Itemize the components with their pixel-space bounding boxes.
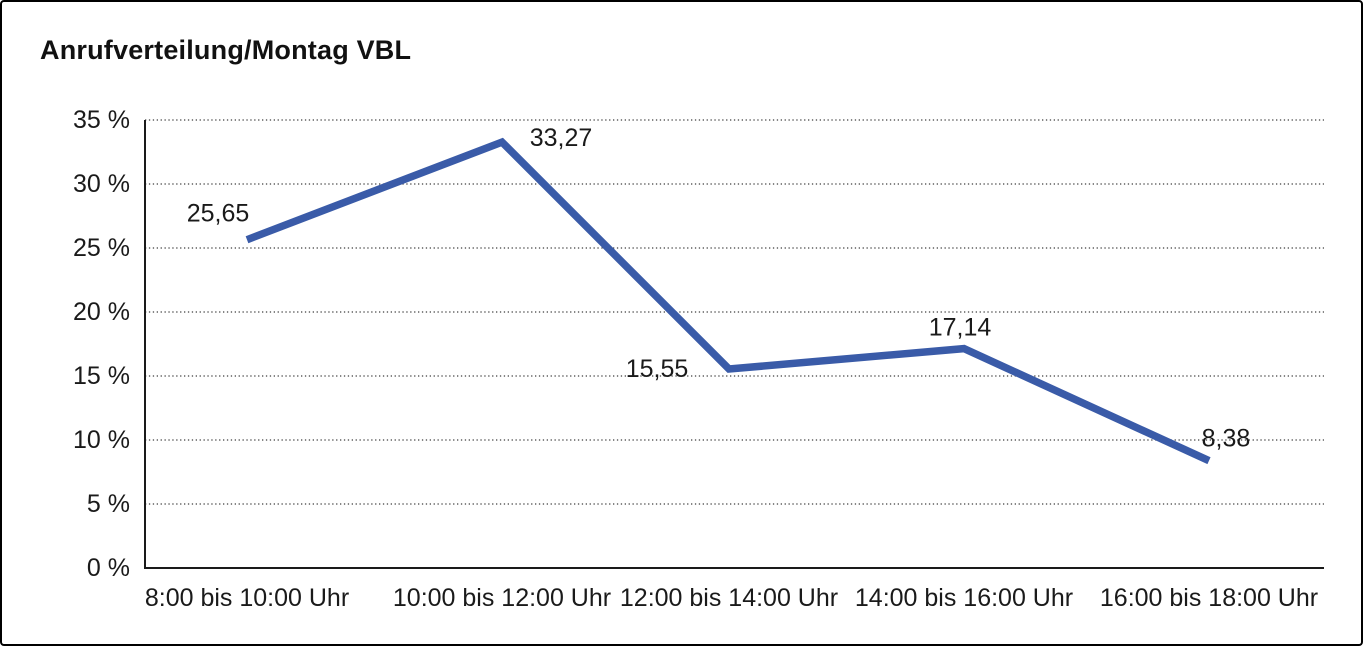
x-axis-category-label: 16:00 bis 18:00 Uhr: [1100, 584, 1318, 612]
data-point-label: 25,65: [187, 200, 250, 228]
x-axis-category-label: 14:00 bis 16:00 Uhr: [855, 584, 1073, 612]
data-point-label: 17,14: [929, 314, 992, 342]
y-axis-tick-label: 25 %: [73, 234, 130, 262]
y-axis-tick-label: 15 %: [73, 362, 130, 390]
x-axis-category-label: 8:00 bis 10:00 Uhr: [145, 584, 349, 612]
x-axis-category-label: 12:00 bis 14:00 Uhr: [620, 584, 838, 612]
data-point-label: 33,27: [530, 124, 593, 152]
y-axis-tick-label: 10 %: [73, 426, 130, 454]
chart-title: Anrufverteilung/Montag VBL: [40, 35, 412, 65]
y-axis-tick-label: 0 %: [87, 554, 130, 582]
data-series-line: [245, 137, 1211, 465]
y-axis-tick-label: 30 %: [73, 170, 130, 198]
y-axis-tick-label: 20 %: [73, 298, 130, 326]
y-axis-tick-label: 35 %: [73, 106, 130, 134]
data-point-label: 8,38: [1202, 425, 1251, 453]
y-axis-tick-label: 5 %: [87, 490, 130, 518]
data-point-label: 15,55: [626, 355, 689, 383]
x-axis-category-label: 10:00 bis 12:00 Uhr: [393, 584, 611, 612]
